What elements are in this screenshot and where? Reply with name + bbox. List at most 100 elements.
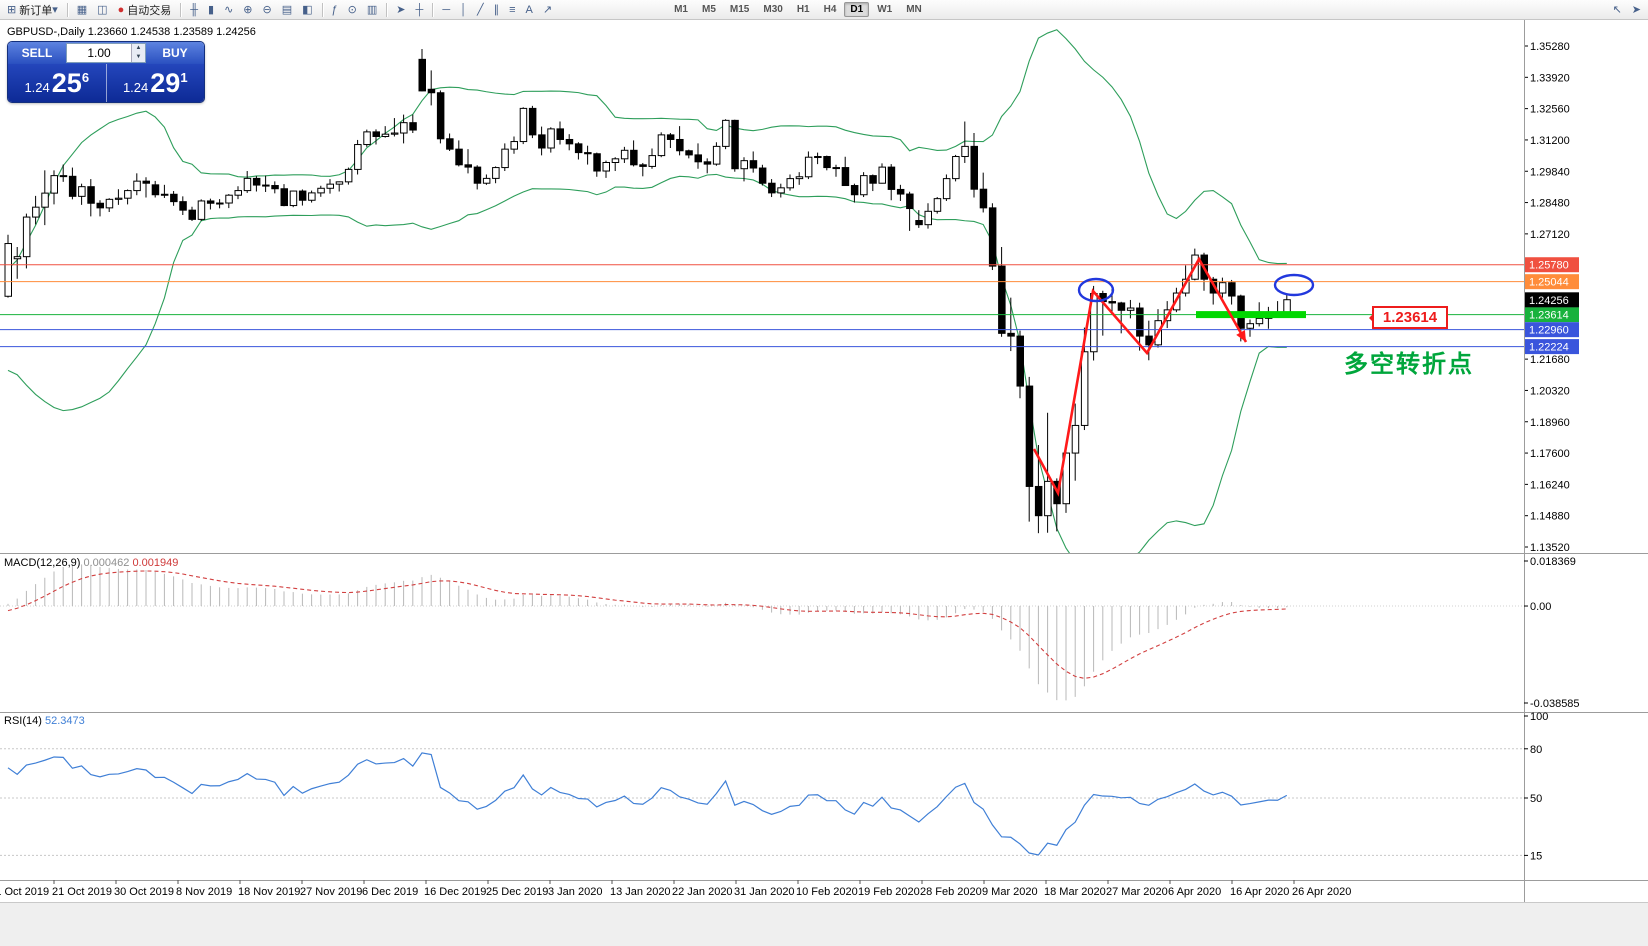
macd-histogram	[7, 564, 1288, 701]
date-axis-label: 16 Dec 2019	[424, 886, 486, 898]
rsi-axis-label: 100	[1530, 711, 1548, 723]
date-axis-label: 18 Mar 2020	[1044, 886, 1106, 898]
chart-ohlc-title: GBPUSD-,Daily 1.23660 1.24538 1.23589 1.…	[7, 26, 256, 38]
date-axis-label: 30 Oct 2019	[114, 886, 174, 898]
toolbar: ⊞ 新订单 ▾ ▦ ◫ ● 自动交易 ╫ ▮ ∿ ⊕ ⊖ ▤ ◧ ƒ ⊙ ▥ ➤ ┼ ─ │ ╱ ∥ ≡ A ↗ M1 M5 M15 M…	[0, 0, 1648, 20]
autotrading-icon: ●	[117, 3, 125, 16]
support-zone-bar[interactable]	[1196, 311, 1306, 319]
svg-text:1.22224: 1.22224	[1529, 342, 1569, 354]
macd-axis-label: 0.018369	[1530, 556, 1576, 568]
svg-text:1.22960: 1.22960	[1529, 325, 1569, 337]
timeframe-h4[interactable]: H4	[823, 4, 837, 15]
new-order-button[interactable]: ⊞ 新订单 ▾	[7, 4, 58, 17]
price-axis-label: 1.21680	[1530, 354, 1570, 366]
price-tag: 1.24256	[1525, 292, 1579, 308]
price-tag: 1.22960	[1525, 322, 1579, 338]
grid-icon[interactable]: ▤	[281, 4, 293, 16]
charts-grid-icon[interactable]: ▦	[76, 4, 88, 16]
price-axis-label: 1.31200	[1530, 135, 1570, 147]
price-axis-label: 1.29840	[1530, 166, 1570, 178]
date-axis-label: 9 Mar 2020	[982, 886, 1038, 898]
date-axis-label: 19 Feb 2020	[858, 886, 920, 898]
rsi-axis-label: 15	[1530, 850, 1542, 862]
cursor-arrow-icon[interactable]: ↖	[1612, 4, 1622, 16]
volume-input[interactable]	[67, 44, 131, 62]
date-axis-label: 27 Nov 2019	[300, 886, 362, 898]
zigzag-trend-annotation[interactable]	[1032, 256, 1248, 497]
price-axis-label: 1.18960	[1530, 417, 1570, 429]
timeframe-d1[interactable]: D1	[844, 2, 870, 17]
price-axis-label: 1.16240	[1530, 479, 1570, 491]
bollinger-lower-band	[7, 173, 1287, 553]
price-label-annotation: 1.23614	[1369, 306, 1448, 329]
svg-text:1.24256: 1.24256	[1529, 295, 1569, 307]
date-axis-label: 13 Jan 2020	[610, 886, 671, 898]
highlight-ellipse[interactable]	[1077, 277, 1115, 303]
timeframe-m15[interactable]: M15	[729, 4, 750, 15]
sell-button[interactable]: SELL	[21, 46, 53, 60]
date-axis-label: 28 Feb 2020	[920, 886, 982, 898]
price-tag: 1.25780	[1525, 257, 1579, 273]
price-axis-label: 1.27120	[1530, 229, 1570, 241]
timeframe-m5[interactable]: M5	[702, 4, 716, 15]
text-icon[interactable]: A	[525, 3, 533, 16]
rsi-indicator-label: RSI(14) 52.3473	[4, 715, 85, 727]
cursor-icon[interactable]: ➤	[396, 4, 406, 16]
candles-chart-icon[interactable]: ▮	[208, 4, 215, 16]
volume-down-button[interactable]: ▼	[132, 53, 145, 62]
volume-spinner: ▲ ▼	[66, 43, 146, 63]
macd-axis-label: 0.00	[1530, 601, 1551, 613]
macd-axis-label: -0.038585	[1530, 698, 1580, 710]
bollinger-bands	[7, 29, 1287, 553]
period-icon[interactable]: ⊙	[347, 4, 357, 16]
price-tag: 1.25044	[1525, 274, 1579, 290]
channel-icon[interactable]: ∥	[493, 4, 500, 16]
date-axis-label: 21 Oct 2019	[52, 886, 112, 898]
volume-up-button[interactable]: ▲	[132, 44, 145, 53]
autotrading-button[interactable]: ● 自动交易	[117, 3, 172, 17]
toolbar-right-group: ↖ ➤	[1608, 0, 1646, 19]
price-axis-label: 1.14880	[1530, 511, 1570, 523]
arrows-icon[interactable]: ↗	[542, 4, 553, 16]
price-axis-label: 1.20320	[1530, 385, 1570, 397]
add-indicator-icon[interactable]: ƒ	[331, 3, 338, 16]
symbol-period-label: GBPUSD-,Daily	[7, 26, 85, 38]
price-axis-label: 1.17600	[1530, 448, 1570, 460]
line-chart-icon[interactable]: ∿	[224, 4, 234, 16]
timeframe-mn[interactable]: MN	[906, 4, 922, 15]
pointer-icon[interactable]: ➤	[1631, 4, 1641, 16]
timeframe-w1[interactable]: W1	[877, 4, 893, 15]
bars-chart-icon[interactable]: ╫	[190, 3, 199, 16]
buy-price[interactable]: 1.24 29 1	[105, 64, 205, 102]
trendline-icon[interactable]: ╱	[476, 4, 484, 16]
profile-icon[interactable]: ◫	[97, 4, 108, 16]
fibonacci-icon[interactable]: ≡	[509, 3, 516, 16]
date-axis-label: 16 Apr 2020	[1230, 886, 1289, 898]
svg-text:1.25780: 1.25780	[1529, 260, 1569, 272]
buy-button[interactable]: BUY	[162, 46, 188, 60]
timeframe-m1[interactable]: M1	[674, 4, 688, 15]
sell-price[interactable]: 1.24 25 6	[24, 68, 90, 98]
date-axis-label: 10 Feb 2020	[796, 886, 858, 898]
turning-point-note: 多空转折点	[1344, 351, 1474, 378]
template-icon[interactable]: ▥	[366, 4, 378, 16]
timeframe-m30[interactable]: M30	[763, 4, 783, 15]
date-axis-label: 26 Apr 2020	[1292, 886, 1351, 898]
vertical-line-icon[interactable]: │	[460, 3, 467, 16]
price-axis-label: 1.13520	[1530, 542, 1570, 554]
highlight-ellipse[interactable]	[1273, 273, 1315, 297]
zoom-in-icon[interactable]: ⊕	[243, 4, 253, 16]
price-axis-label: 1.35280	[1530, 41, 1570, 53]
date-axis-label: 22 Jan 2020	[672, 886, 733, 898]
horizontal-line-icon[interactable]: ─	[442, 3, 451, 16]
svg-text:1.23614: 1.23614	[1529, 310, 1569, 322]
status-strip	[0, 902, 1648, 946]
zoom-out-icon[interactable]: ⊖	[262, 4, 272, 16]
timeframe-h1[interactable]: H1	[796, 4, 810, 15]
tile-windows-icon[interactable]: ◧	[302, 4, 313, 16]
price-tag: 1.22224	[1525, 339, 1579, 355]
bollinger-upper-band	[7, 29, 1287, 270]
candles-layer	[4, 48, 1291, 534]
crosshair-icon[interactable]: ┼	[415, 3, 424, 16]
